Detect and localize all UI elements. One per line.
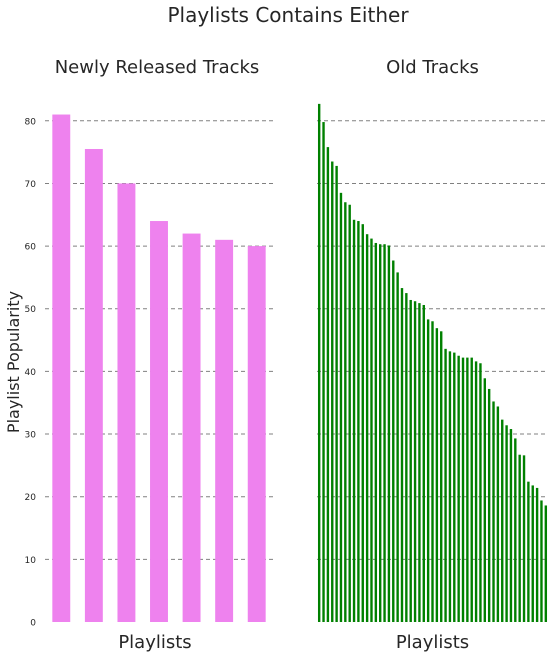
y-axis-label: Playlist Popularity	[4, 291, 23, 433]
y-tick-label-60: 60	[25, 243, 37, 253]
bar-old-24	[418, 303, 420, 622]
bar-old-5	[335, 166, 337, 622]
bar-old-43	[501, 420, 503, 622]
y-tick-label-30: 30	[25, 431, 37, 441]
bar-newly-1	[52, 115, 70, 622]
bar-old-30	[444, 349, 446, 622]
bar-old-28	[436, 328, 438, 622]
bar-old-14	[375, 243, 377, 622]
bar-old-8	[348, 205, 350, 622]
bar-old-1	[318, 104, 320, 622]
bar-newly-4	[150, 221, 168, 622]
bar-old-34	[462, 358, 464, 622]
x-axis-label-old: Playlists	[396, 632, 469, 653]
bar-old-46	[514, 438, 516, 622]
bar-old-35	[466, 358, 468, 622]
panel-newly-released: 0 10 20 30 40 50 60 70 80 Newly Released Tracks Pl…	[4, 57, 273, 653]
bar-old-42	[497, 406, 499, 622]
y-tick-label-80: 80	[25, 117, 37, 127]
bar-newly-2	[85, 149, 103, 622]
panel-title-newly: Newly Released Tracks	[55, 57, 260, 78]
bar-old-26	[427, 319, 429, 622]
bar-old-49	[527, 482, 529, 622]
bar-old-48	[523, 455, 525, 622]
bar-old-6	[340, 193, 342, 622]
bar-old-47	[518, 455, 520, 622]
bar-old-41	[492, 401, 494, 622]
y-tick-label-20: 20	[25, 493, 37, 503]
bar-old-13	[370, 239, 372, 622]
panel-title-old: Old Tracks	[386, 57, 479, 78]
bar-old-25	[423, 305, 425, 622]
bar-old-22	[410, 300, 412, 622]
bar-old-3	[327, 147, 329, 622]
figure-title: Playlists Contains Either	[167, 3, 409, 27]
bar-old-50	[532, 485, 534, 622]
bar-old-52	[540, 500, 542, 622]
bar-old-7	[344, 202, 346, 622]
bar-newly-5	[183, 234, 201, 622]
bar-old-2	[322, 122, 324, 622]
bar-old-9	[353, 220, 355, 622]
bar-old-10	[357, 221, 359, 622]
x-axis-label-newly: Playlists	[118, 632, 191, 653]
y-tick-label-10: 10	[25, 556, 37, 566]
bar-old-12	[366, 234, 368, 622]
y-tick-label-40: 40	[25, 368, 37, 378]
bar-old-17	[388, 245, 390, 622]
bar-old-31	[449, 351, 451, 622]
bar-old-18	[392, 261, 394, 622]
bar-old-20	[401, 288, 403, 622]
bar-old-32	[453, 353, 455, 622]
bar-newly-3	[117, 183, 135, 622]
bar-old-40	[488, 389, 490, 622]
bar-old-11	[362, 224, 364, 622]
bar-old-29	[440, 331, 442, 622]
bar-old-39	[484, 378, 486, 622]
bar-old-19	[396, 272, 398, 622]
bar-old-36	[471, 358, 473, 622]
y-tick-label-50: 50	[25, 305, 37, 315]
bar-newly-6	[215, 240, 233, 622]
bar-old-44	[505, 425, 507, 622]
bar-old-51	[536, 488, 538, 622]
y-tick-label-0: 0	[30, 619, 36, 629]
bar-old-4	[331, 162, 333, 622]
bar-old-38	[479, 363, 481, 622]
bar-old-37	[475, 361, 477, 622]
bar-old-53	[545, 505, 547, 622]
bar-old-33	[457, 356, 459, 622]
bar-newly-7	[248, 246, 266, 622]
y-tick-label-70: 70	[25, 180, 37, 190]
bar-old-15	[379, 244, 381, 622]
bar-old-21	[405, 293, 407, 622]
bar-old-16	[383, 244, 385, 622]
panel-old-tracks: Old Tracks Playlists	[317, 57, 548, 653]
bar-old-45	[510, 429, 512, 622]
bar-old-23	[414, 301, 416, 622]
bar-old-27	[431, 321, 433, 622]
